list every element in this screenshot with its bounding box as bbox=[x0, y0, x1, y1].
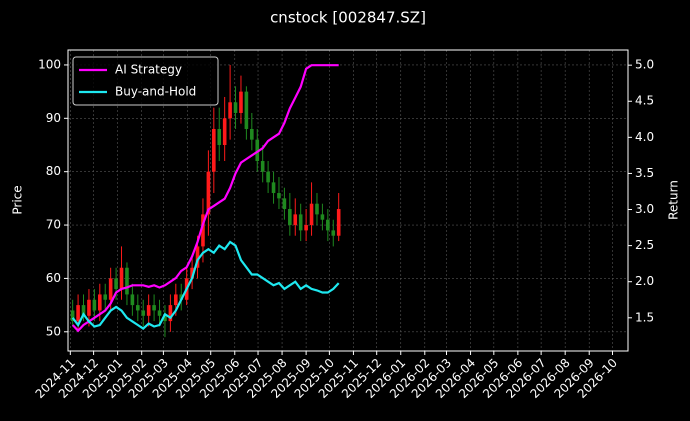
candle-body bbox=[152, 305, 156, 311]
candle-body bbox=[331, 230, 336, 236]
candle-body bbox=[336, 209, 341, 236]
y2-tick-label: 1.5 bbox=[635, 310, 654, 324]
y-tick-label: 70 bbox=[46, 218, 61, 232]
candle-body bbox=[277, 193, 281, 199]
candle-body bbox=[168, 305, 173, 322]
candle-body bbox=[98, 294, 102, 311]
candle-body bbox=[298, 214, 303, 231]
candle-body bbox=[190, 267, 194, 279]
candle-body bbox=[70, 310, 75, 322]
y-tick-label: 60 bbox=[46, 271, 61, 285]
y2-tick-label: 2.5 bbox=[635, 238, 654, 252]
chart-title: cnstock [002847.SZ] bbox=[270, 9, 426, 27]
candle-body bbox=[136, 305, 140, 311]
candle-body bbox=[217, 128, 222, 145]
candle-body bbox=[195, 246, 200, 268]
y2-tick-label: 3.0 bbox=[635, 202, 654, 216]
candle-body bbox=[146, 305, 151, 316]
candle-body bbox=[282, 198, 287, 210]
plot-frame bbox=[67, 49, 629, 352]
candle-body bbox=[255, 139, 260, 162]
y2-tick-label: 2.0 bbox=[635, 274, 654, 288]
y-tick-label: 50 bbox=[46, 324, 61, 338]
candle-body bbox=[260, 161, 265, 172]
y2-tick-label: 3.5 bbox=[635, 166, 654, 180]
y-tick-label: 100 bbox=[38, 57, 61, 71]
candle-body bbox=[157, 310, 162, 316]
candle-body bbox=[288, 209, 292, 226]
candle-body bbox=[309, 203, 314, 226]
candle-body bbox=[320, 214, 325, 220]
candle-body bbox=[206, 171, 211, 215]
candle-body bbox=[233, 102, 238, 113]
candle-body bbox=[315, 203, 319, 215]
legend-label: AI Strategy bbox=[115, 63, 182, 77]
candle-body bbox=[87, 299, 91, 316]
candle-body bbox=[266, 171, 270, 183]
candle-body bbox=[201, 214, 205, 247]
y2-tick-label: 4.5 bbox=[635, 94, 654, 108]
candle-body bbox=[304, 225, 308, 231]
candle-body bbox=[222, 118, 227, 145]
candle-body bbox=[179, 294, 184, 300]
candle-body bbox=[141, 310, 146, 316]
y2-axis-label: Return bbox=[667, 180, 681, 220]
y-axis-label: Price bbox=[11, 185, 25, 214]
y2-tick-label: 5.0 bbox=[635, 58, 654, 72]
candle-body bbox=[212, 128, 216, 172]
y-tick-label: 80 bbox=[46, 164, 61, 178]
y2-tick-label: 4.0 bbox=[635, 130, 654, 144]
candle-body bbox=[293, 214, 298, 226]
series-line bbox=[71, 240, 340, 330]
y-tick-label: 90 bbox=[46, 111, 61, 125]
candle-body bbox=[163, 315, 167, 322]
candle-body bbox=[228, 102, 232, 119]
series-line bbox=[71, 64, 339, 333]
legend-box bbox=[72, 56, 219, 106]
candle-body bbox=[76, 305, 80, 322]
candle-body bbox=[239, 91, 243, 113]
candle-body bbox=[174, 294, 178, 306]
candle-body bbox=[114, 278, 118, 290]
candle-body bbox=[125, 267, 129, 295]
candle-body bbox=[119, 267, 124, 290]
legend-label: Buy-and-Hold bbox=[115, 85, 196, 99]
candle-body bbox=[103, 294, 108, 300]
candle-body bbox=[108, 278, 113, 300]
candle-body bbox=[81, 305, 86, 316]
candle-body bbox=[271, 182, 276, 194]
candle-body bbox=[130, 294, 135, 306]
candle-body bbox=[244, 91, 249, 129]
candle-body bbox=[92, 299, 97, 311]
candle-body bbox=[250, 128, 254, 140]
candle-body bbox=[326, 219, 330, 231]
